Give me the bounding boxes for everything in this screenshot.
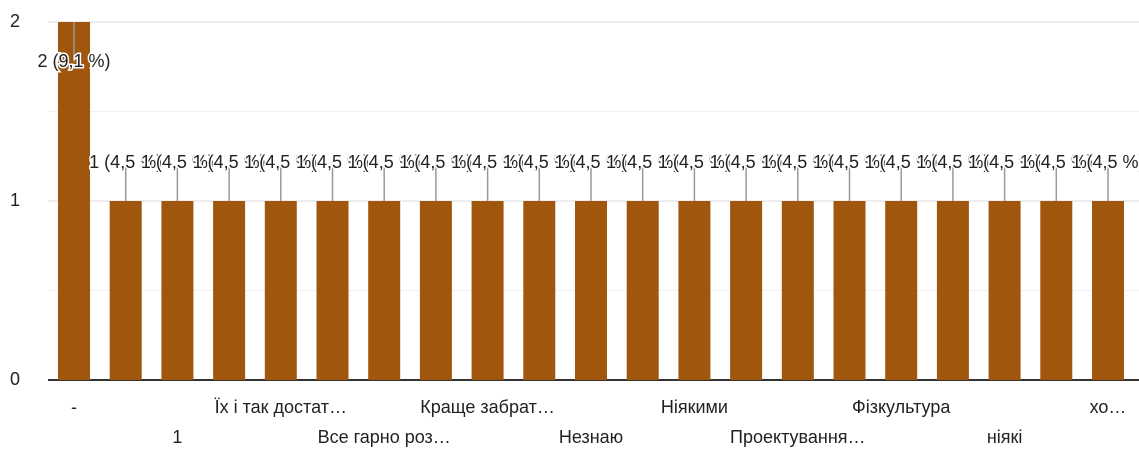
value-label: 2 (9,1 %) — [37, 51, 110, 71]
bar — [936, 201, 969, 380]
value-label: 1 (4,5 %) — [503, 152, 576, 172]
x-tick-label: Краще забрат… — [420, 397, 555, 417]
bar — [264, 201, 297, 380]
bar — [161, 201, 194, 380]
value-label: 1 (4,5 %) — [606, 152, 679, 172]
bar — [1092, 201, 1124, 380]
value-label: 1 (4,5 %) — [348, 152, 421, 172]
value-label: 1 (4,5 %) — [658, 152, 731, 172]
bar — [213, 201, 246, 380]
bar — [109, 201, 142, 380]
bar — [988, 201, 1021, 380]
x-tick-label: - — [71, 397, 77, 417]
bar — [368, 201, 401, 380]
bar — [58, 22, 90, 380]
bar — [833, 201, 866, 380]
x-tick-label: Фізкультура — [852, 397, 951, 417]
bar — [1040, 201, 1073, 380]
bar — [316, 201, 349, 380]
y-tick-label: 2 — [10, 11, 20, 31]
x-tick-label: Все гарно роз… — [318, 427, 451, 447]
x-tick-label: Їх і так достат… — [215, 397, 347, 417]
value-label: 1 (4,5 %) — [296, 152, 369, 172]
x-tick-label: 1 — [172, 427, 182, 447]
value-label: 1 (4,5 %) — [916, 152, 989, 172]
bar — [419, 201, 452, 380]
bar — [575, 201, 607, 380]
value-label: 1 (4,5 %) — [1071, 152, 1139, 172]
value-label: 1 (4,5 %) — [813, 152, 886, 172]
value-label: 1 (4,5 %) — [89, 152, 162, 172]
value-label: 1 (4,5 %) — [451, 152, 524, 172]
x-tick-label: Проектування… — [730, 427, 866, 447]
value-label: 1 (4,5 %) — [193, 152, 266, 172]
value-label: 1 (4,5 %) — [865, 152, 938, 172]
bar — [885, 201, 918, 380]
bar — [471, 201, 504, 380]
value-label: 1 (4,5 %) — [761, 152, 834, 172]
bar — [523, 201, 556, 380]
y-tick-label: 1 — [10, 190, 20, 210]
x-tick-label: Ніякими — [661, 397, 728, 417]
bar — [678, 201, 711, 380]
value-label: 1 (4,5 %) — [554, 152, 627, 172]
value-label: 1 (4,5 %) — [710, 152, 783, 172]
x-tick-label: Незнаю — [559, 427, 623, 447]
value-label: 1 (4,5 %) — [141, 152, 214, 172]
x-tick-label: хо… — [1090, 397, 1127, 417]
bar — [626, 201, 659, 380]
bar — [730, 201, 763, 380]
value-label: 1 (4,5 %) — [244, 152, 317, 172]
value-label: 1 (4,5 %) — [399, 152, 472, 172]
y-tick-label: 0 — [10, 369, 20, 389]
bar — [781, 201, 814, 380]
value-label: 1 (4,5 %) — [1020, 152, 1093, 172]
x-tick-label: ніякі — [987, 427, 1023, 447]
value-label: 1 (4,5 %) — [968, 152, 1041, 172]
